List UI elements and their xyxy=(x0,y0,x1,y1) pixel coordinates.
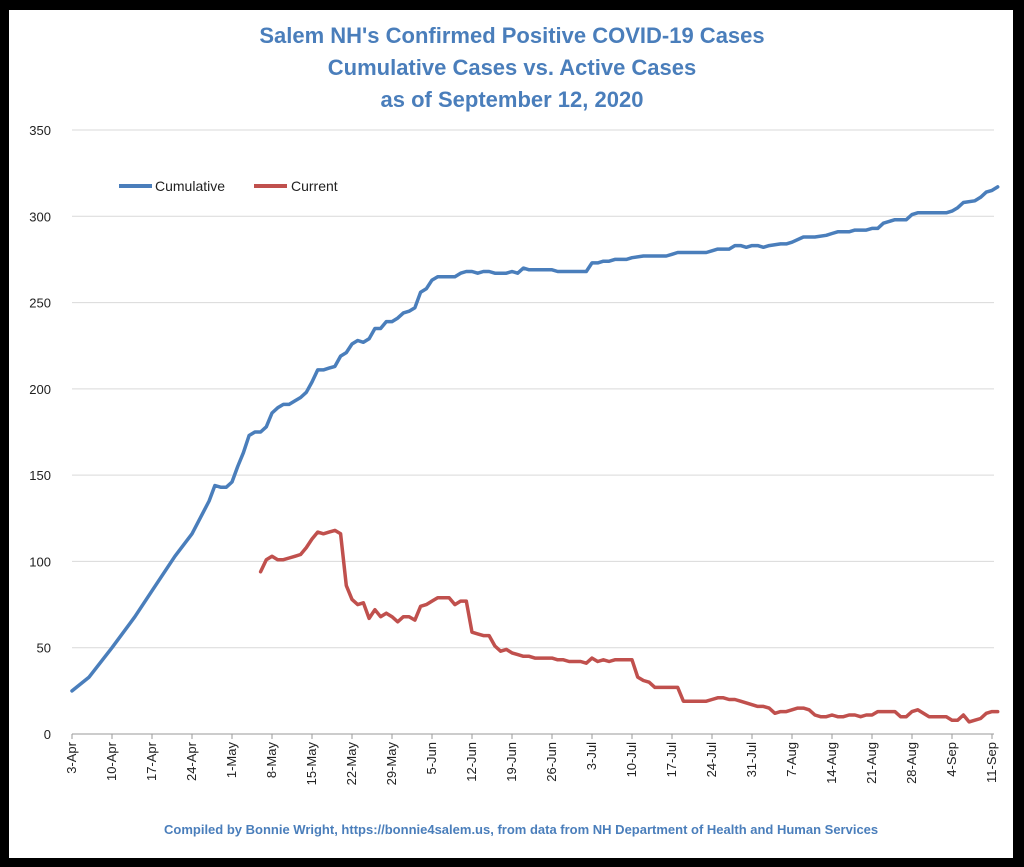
x-axis-ticks: 3-Apr 10-Apr 17-Apr 24-Apr 1-May 8-May 15-May 2… xyxy=(64,734,999,785)
gridlines xyxy=(72,129,994,735)
x-tick-label: 22-May xyxy=(344,742,359,786)
x-tick-label: 3-Jul xyxy=(584,742,599,770)
y-tick-label: 0 xyxy=(44,727,51,742)
x-tick-label: 14-Aug xyxy=(824,742,839,784)
y-tick-label: 150 xyxy=(29,468,51,483)
x-tick-label: 19-Jun xyxy=(504,742,519,782)
y-tick-label: 300 xyxy=(29,209,51,224)
title-line-1: Salem NH's Confirmed Positive COVID-19 C… xyxy=(259,23,764,48)
x-tick-label: 8-May xyxy=(264,742,279,779)
x-tick-label: 11-Sep xyxy=(984,742,999,783)
x-tick-label: 17-Apr xyxy=(144,741,159,781)
x-tick-label: 15-May xyxy=(304,742,319,786)
line-chart: Salem NH's Confirmed Positive COVID-19 C… xyxy=(29,23,1000,837)
legend-label-cumulative: Cumulative xyxy=(155,178,225,194)
y-axis-ticks: 0 50 100 150 200 250 300 350 xyxy=(29,123,51,742)
x-tick-label: 29-May xyxy=(384,742,399,786)
y-tick-label: 200 xyxy=(29,382,51,397)
legend-label-current: Current xyxy=(291,178,338,194)
chart-panel: Salem NH's Confirmed Positive COVID-19 C… xyxy=(9,10,1013,858)
x-tick-label: 24-Apr xyxy=(184,741,199,781)
x-tick-label: 31-Jul xyxy=(744,742,759,778)
y-tick-label: 250 xyxy=(29,296,51,311)
title-line-2: Cumulative Cases vs. Active Cases xyxy=(328,55,697,80)
x-tick-label: 7-Aug xyxy=(784,742,799,777)
x-tick-label: 3-Apr xyxy=(64,741,79,773)
legend: Cumulative Current xyxy=(119,178,338,194)
x-tick-label: 10-Jul xyxy=(624,742,639,778)
y-tick-label: 350 xyxy=(29,123,51,138)
x-tick-label: 4-Sep xyxy=(944,742,959,777)
x-tick-label: 24-Jul xyxy=(704,742,719,778)
source-footer: Compiled by Bonnie Wright, https://bonni… xyxy=(164,822,878,837)
x-tick-label: 21-Aug xyxy=(864,742,879,784)
x-tick-label: 5-Jun xyxy=(424,742,439,775)
x-tick-label: 10-Apr xyxy=(104,741,119,781)
chart-title: Salem NH's Confirmed Positive COVID-19 C… xyxy=(259,23,764,112)
series-lines xyxy=(70,185,1000,724)
x-tick-label: 28-Aug xyxy=(904,742,919,784)
y-tick-label: 100 xyxy=(29,554,51,569)
y-tick-label: 50 xyxy=(37,641,51,656)
title-line-3: as of September 12, 2020 xyxy=(381,87,644,112)
x-tick-label: 1-May xyxy=(224,742,239,779)
x-tick-label: 26-Jun xyxy=(544,742,559,782)
x-tick-label: 12-Jun xyxy=(464,742,479,782)
series-line-current xyxy=(258,528,1000,724)
x-tick-label: 17-Jul xyxy=(664,742,679,778)
series-line-cumulative xyxy=(70,185,1000,693)
